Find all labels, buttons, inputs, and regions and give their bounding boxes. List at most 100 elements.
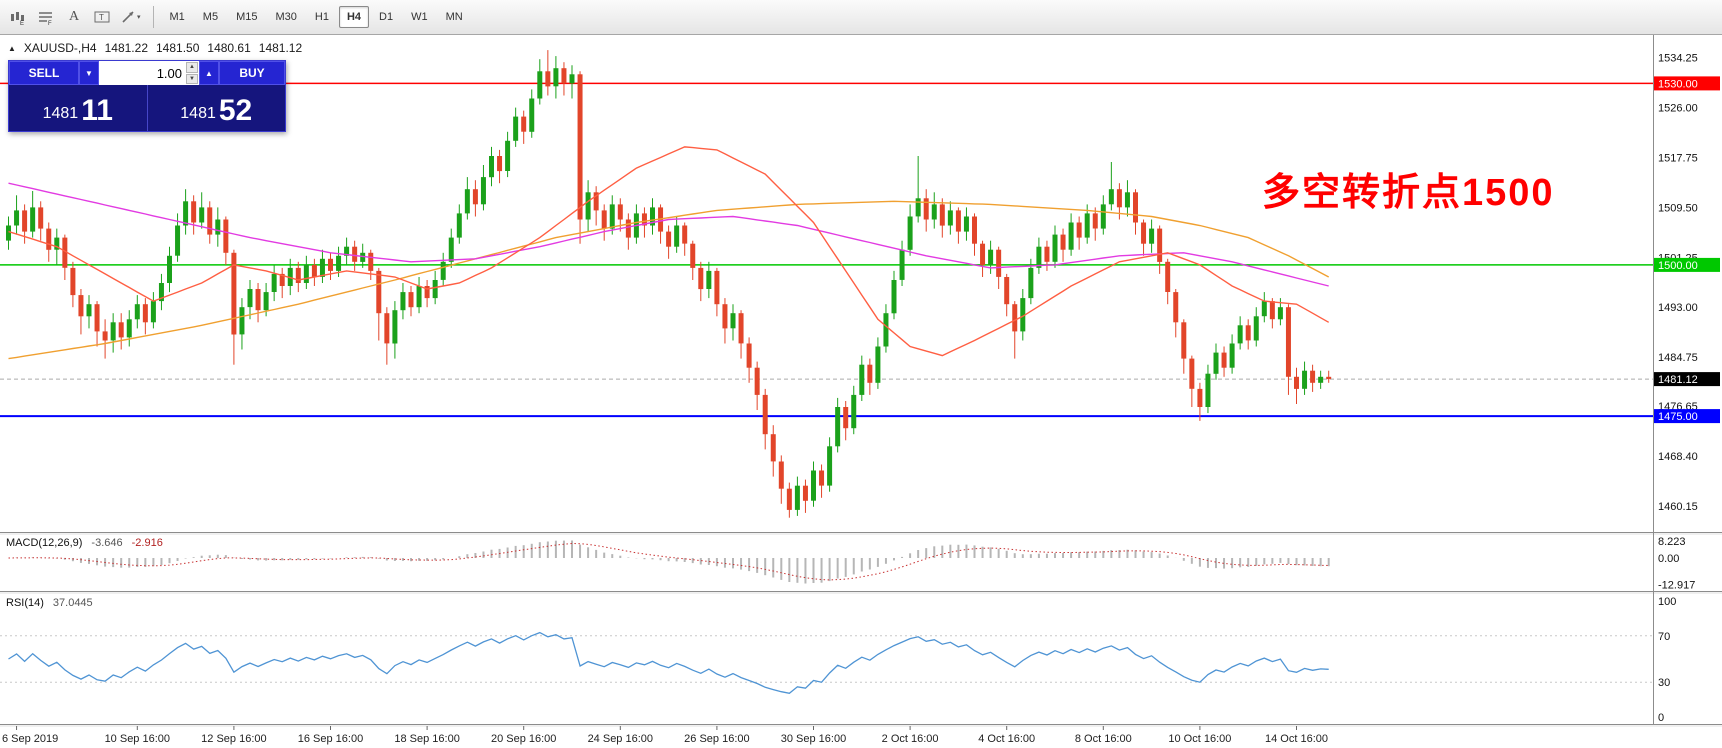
- candle-body: [706, 270, 712, 289]
- candle-body: [1181, 322, 1187, 359]
- candle-body: [1277, 307, 1283, 320]
- volume-increase-button[interactable]: ▲: [199, 61, 219, 85]
- candle-body: [183, 201, 189, 226]
- main-chart-layer: [0, 50, 1653, 518]
- candle-body: [239, 307, 245, 335]
- timeframe-h4[interactable]: H4: [338, 6, 370, 28]
- candle-body: [1149, 228, 1155, 244]
- timeframe-d1[interactable]: D1: [379, 11, 394, 23]
- drawing-tools-button[interactable]: ▾: [117, 5, 145, 30]
- indicator-bars-icon: E: [11, 11, 24, 25]
- candle-body: [561, 68, 567, 84]
- timeframe-m15[interactable]: M15: [236, 11, 258, 23]
- candle-body: [142, 304, 148, 323]
- candle-body: [1141, 222, 1147, 244]
- candle-body: [891, 280, 897, 314]
- spinner-down-icon[interactable]: ▼: [186, 73, 198, 84]
- price-chart[interactable]: 1534.251526.001517.751509.501501.251493.…: [0, 35, 1722, 748]
- indicators-button[interactable]: E: [5, 5, 31, 30]
- timeframe-w1[interactable]: W1: [411, 11, 428, 23]
- candle-body: [859, 364, 865, 395]
- time-axis-label: 16 Sep 16:00: [298, 733, 363, 745]
- time-axis-label: 20 Sep 16:00: [491, 733, 556, 745]
- candle-body: [641, 213, 647, 226]
- objects-button[interactable]: F: [33, 5, 59, 30]
- label-tool-button[interactable]: T: [89, 5, 115, 30]
- candle-body: [505, 140, 511, 171]
- timeframe-m30[interactable]: M30: [275, 11, 297, 23]
- candle-body: [1229, 343, 1235, 368]
- volume-input[interactable]: 1.00 ▲ ▼: [99, 61, 199, 85]
- candle-body: [1213, 352, 1219, 374]
- candle-body: [714, 270, 720, 305]
- candle-body: [569, 74, 575, 84]
- candle-body: [738, 313, 744, 344]
- candle-body: [521, 116, 527, 132]
- volume-value: 1.00: [156, 65, 182, 81]
- time-axis-label: 26 Sep 16:00: [684, 733, 749, 745]
- price-tick-label: 1468.40: [1658, 451, 1698, 463]
- candle-body: [955, 210, 961, 232]
- candle-body: [336, 255, 342, 271]
- price-divider: [146, 85, 148, 131]
- volume-spinner[interactable]: ▲ ▼: [186, 62, 198, 84]
- candle-body: [690, 243, 696, 268]
- candle-body: [1245, 325, 1251, 341]
- candle-body: [996, 249, 1002, 277]
- candle-body: [1020, 298, 1026, 332]
- rsi-tick-label: 70: [1658, 631, 1670, 643]
- candle-body: [666, 231, 672, 247]
- sell-price-display: 1481 11: [9, 85, 147, 131]
- candle-body: [352, 246, 358, 262]
- spinner-up-icon[interactable]: ▲: [186, 62, 198, 73]
- sell-price-main: 1481: [42, 105, 79, 122]
- candle-body: [1084, 213, 1090, 238]
- text-tool-button[interactable]: A: [61, 5, 87, 30]
- buy-price-pips: 52: [218, 94, 253, 127]
- one-click-trading-panel: SELL ▼ 1.00 ▲ ▼ ▲ BUY 1481 11 1481 52: [8, 60, 286, 132]
- candle-body: [778, 461, 784, 489]
- volume-decrease-button[interactable]: ▼: [79, 61, 99, 85]
- buy-button[interactable]: BUY: [219, 61, 285, 85]
- candle-body: [650, 207, 655, 226]
- candle-body: [1076, 222, 1082, 238]
- candle-body: [593, 192, 599, 211]
- time-axis-separator-band: [0, 725, 1722, 727]
- candle-body: [1173, 292, 1179, 323]
- candle-body: [794, 485, 800, 510]
- timeframe-m5[interactable]: M5: [202, 11, 219, 23]
- candle-body: [126, 319, 132, 338]
- candle-body: [38, 207, 44, 229]
- candle-body: [392, 310, 398, 344]
- candle-body: [1302, 370, 1308, 389]
- panel-separator-band: [0, 533, 1722, 535]
- candle-body: [851, 394, 857, 429]
- price-tag: [1654, 76, 1720, 91]
- candle-body: [110, 322, 116, 341]
- candle-body: [54, 237, 60, 250]
- price-tag-label: 1481.12: [1658, 374, 1698, 386]
- price-tick-label: 1526.00: [1658, 103, 1698, 115]
- candle-body: [167, 255, 172, 283]
- timeframe-mn[interactable]: MN: [445, 11, 463, 23]
- time-axis-label: 30 Sep 16:00: [781, 733, 846, 745]
- candle-body: [1197, 388, 1203, 407]
- price-tag: [1654, 409, 1720, 424]
- candle-body: [46, 228, 52, 250]
- candle-body: [899, 249, 905, 280]
- candle-body: [14, 210, 20, 226]
- timeframe-m1[interactable]: M1: [169, 11, 185, 23]
- ma-line-slow: [8, 200, 1330, 360]
- price-tag: [1654, 257, 1720, 272]
- candle-body: [175, 225, 181, 256]
- candle-body: [360, 252, 366, 262]
- candle-body: [883, 313, 889, 347]
- sell-button[interactable]: SELL: [9, 61, 79, 85]
- timeframe-h1[interactable]: H1: [314, 11, 329, 23]
- candle-body: [754, 367, 760, 395]
- buy-price-main: 1481: [180, 105, 216, 122]
- candle-body: [328, 258, 333, 271]
- candle-body: [1036, 246, 1042, 268]
- candle-body: [1253, 316, 1259, 341]
- sell-price-pips: 11: [81, 94, 113, 127]
